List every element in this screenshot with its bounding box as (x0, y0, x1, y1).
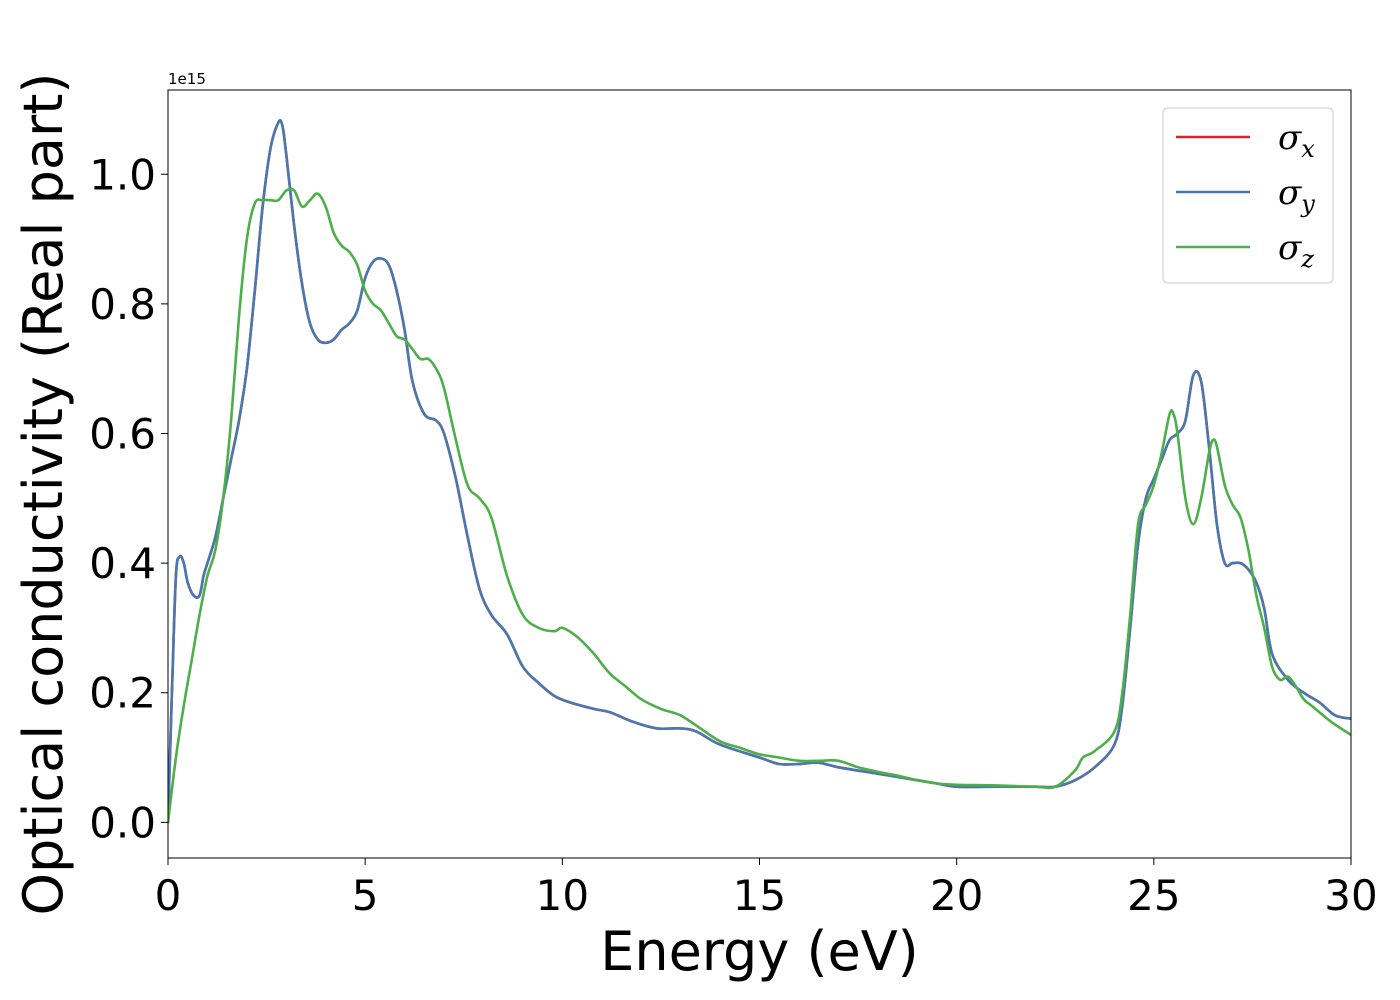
x-tick-label: 0 (155, 871, 182, 920)
x-tick-label: 30 (1324, 871, 1377, 920)
y-tick-label: 0.2 (89, 669, 156, 718)
legend-label-z: σz (1278, 228, 1314, 273)
x-tick-label: 25 (1127, 871, 1180, 920)
y-tick-label: 0.4 (89, 539, 156, 588)
legend: σx σy σz (1162, 107, 1334, 284)
x-tick-label: 15 (733, 871, 786, 920)
x-axis-title: Energy (eV) (600, 920, 919, 983)
x-axis: 0 5 10 15 20 25 30 (155, 858, 1378, 920)
y-axis-title: Optical conductivity (Real part) (12, 73, 75, 916)
y-tick-label: 0.8 (89, 280, 156, 329)
y-tick-label: 1.0 (89, 150, 156, 199)
y-axis: 0.0 0.2 0.4 0.6 0.8 1.0 (89, 150, 168, 847)
x-tick-label: 5 (352, 871, 379, 920)
y-tick-label: 0.0 (89, 798, 156, 847)
series-line-z (168, 187, 1351, 824)
legend-box (1162, 107, 1334, 284)
x-tick-label: 10 (536, 871, 589, 920)
plot-lines (168, 119, 1351, 824)
y-tick-label: 0.6 (89, 409, 156, 458)
legend-label-y: σy (1278, 173, 1315, 218)
x-tick-label: 20 (930, 871, 983, 920)
series-line-y (168, 119, 1351, 824)
legend-label-x: σx (1278, 118, 1315, 163)
y-offset-label: 1e15 (168, 70, 206, 88)
